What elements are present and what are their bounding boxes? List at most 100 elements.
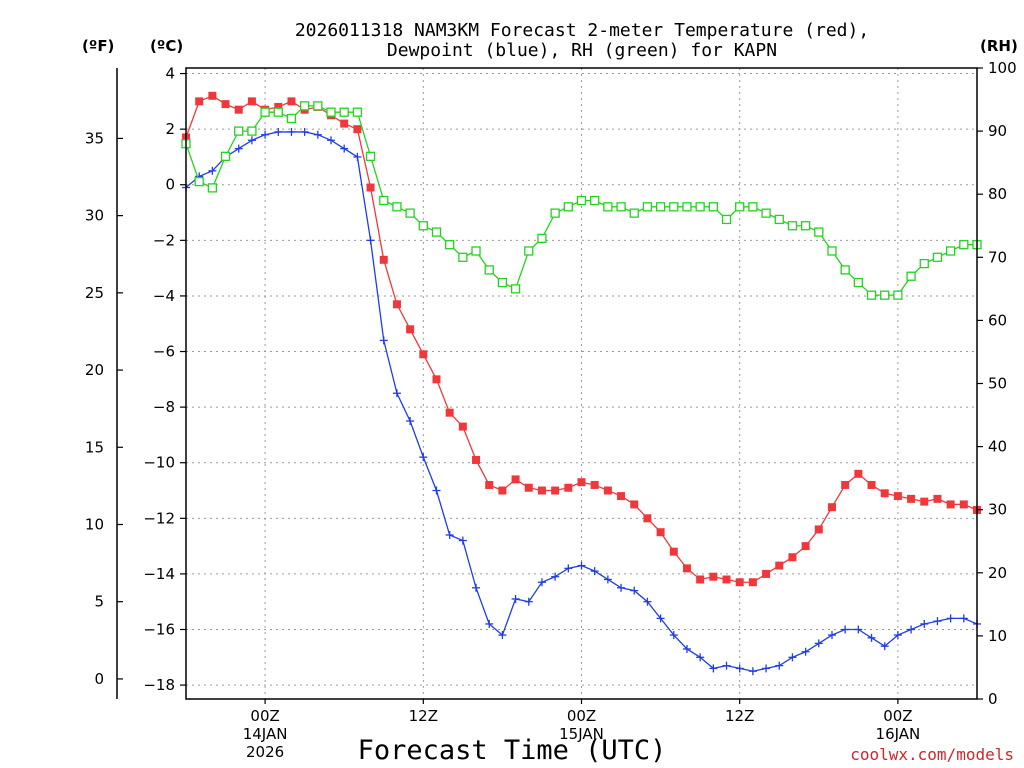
dewpoint-point xyxy=(933,617,942,626)
dewpoint-point xyxy=(511,594,520,603)
2-meter-temperature-point xyxy=(208,91,217,100)
rh-point xyxy=(748,202,758,212)
2-meter-temperature-point xyxy=(933,494,942,503)
rh-point xyxy=(458,252,468,262)
2-meter-temperature-point xyxy=(827,503,836,512)
dewpoint-point xyxy=(603,575,612,584)
2-meter-temperature-point xyxy=(696,575,705,584)
dewpoint-point xyxy=(353,152,362,161)
plot-frame xyxy=(185,67,978,700)
dewpoint-point xyxy=(287,127,296,136)
dewpoint-point xyxy=(841,625,850,634)
rh-point xyxy=(866,290,877,300)
rh-point xyxy=(431,227,442,237)
rh-tick-label: 0 xyxy=(988,690,998,708)
2-meter-temperature-point xyxy=(735,578,744,587)
rh-point xyxy=(247,126,257,136)
rh-tick-label: 40 xyxy=(988,438,1007,456)
2-meter-temperature-point xyxy=(406,325,415,334)
2-meter-temperature-point xyxy=(498,486,507,495)
celsius-tick-label: −4 xyxy=(153,287,175,305)
x-axis-title: Forecast Time (UTC) xyxy=(358,735,667,766)
rh-point xyxy=(682,202,692,212)
rh-point xyxy=(893,290,903,300)
2-meter-temperature-point xyxy=(392,300,401,309)
2-meter-temperature-point xyxy=(801,542,810,551)
rh-point xyxy=(563,202,573,212)
dewpoint-point xyxy=(867,633,876,642)
dewpoint-point xyxy=(551,572,560,581)
celsius-tick-label: −6 xyxy=(153,343,175,361)
rh-point xyxy=(800,221,811,231)
2-meter-temperature-point xyxy=(722,575,731,584)
rh-point xyxy=(642,202,653,212)
dewpoint-point xyxy=(366,236,375,245)
rh-point xyxy=(774,214,784,225)
x-tick-label: 12Z xyxy=(409,707,438,725)
2-meter-temperature-point xyxy=(472,455,481,464)
dewpoint-series xyxy=(182,127,981,676)
2-meter-temperature-point xyxy=(709,572,718,581)
2-meter-temperature-point xyxy=(880,489,889,498)
celsius-tick-label: −8 xyxy=(153,398,175,416)
2-meter-temperature-point xyxy=(867,480,876,489)
rh-point xyxy=(234,126,244,136)
rh-point xyxy=(365,151,376,161)
rh-point xyxy=(735,202,745,212)
2-meter-temperature-point xyxy=(432,375,441,384)
2-meter-temperature-point xyxy=(814,525,823,534)
2-meter-temperature-point xyxy=(946,500,955,509)
2-meter-temperature-point xyxy=(920,497,929,506)
dewpoint-point xyxy=(827,631,836,640)
dewpoint-point xyxy=(630,586,639,595)
rh-tick-label: 80 xyxy=(988,185,1007,203)
rh-point xyxy=(445,240,455,250)
dewpoint-point xyxy=(274,127,283,136)
rh-point xyxy=(761,208,771,218)
rh-point xyxy=(550,208,560,218)
2-meter-temperature-point xyxy=(247,97,256,106)
2-meter-temperature-point xyxy=(195,97,204,106)
dewpoint-point xyxy=(379,336,388,345)
x-tick-label: 2026 xyxy=(246,743,284,761)
rh-point xyxy=(669,202,679,212)
dewpoint-point xyxy=(261,130,270,139)
rh-point xyxy=(379,195,389,206)
rh-point xyxy=(616,202,626,212)
2-meter-temperature-point xyxy=(682,564,691,573)
dewpoint-point xyxy=(432,486,441,495)
x-tick-label: 00Z xyxy=(883,707,912,725)
2-meter-temperature-point xyxy=(643,514,652,523)
dewpoint-point xyxy=(590,567,599,576)
dewpoint-point xyxy=(327,136,336,145)
2-meter-temperature-point xyxy=(907,494,916,503)
dewpoint-point xyxy=(959,614,968,623)
x-tick-label: 00Z xyxy=(250,707,279,725)
rh-point xyxy=(932,252,943,262)
2-meter-temperature-point xyxy=(656,528,665,537)
2-meter-temperature-point xyxy=(841,480,850,489)
2-meter-temperature-point xyxy=(630,500,639,509)
rh-point xyxy=(352,107,363,117)
fahrenheit-tick-label: 0 xyxy=(94,670,104,688)
rh-axis-label: (RH) xyxy=(980,37,1018,55)
rh-point xyxy=(286,113,297,124)
2-meter-temperature-point xyxy=(340,119,349,128)
2-meter-temperature-point xyxy=(603,486,612,495)
rh-point xyxy=(537,233,547,244)
rh-point xyxy=(814,227,824,237)
2-meter-temperature-point xyxy=(748,578,757,587)
dewpoint-point xyxy=(696,653,705,662)
rh-tick-label: 50 xyxy=(988,375,1007,393)
2-meter-temperature-point xyxy=(524,483,533,492)
2-meter-temperature-point xyxy=(854,469,863,478)
fahrenheit-tick-label: 15 xyxy=(85,438,104,456)
rh-point xyxy=(524,246,534,256)
rh-point xyxy=(603,202,613,212)
dewpoint-point xyxy=(313,130,322,139)
dewpoint-point xyxy=(392,389,401,398)
dewpoint-point xyxy=(537,578,546,587)
rh-point xyxy=(721,214,732,225)
fahrenheit-tick-label: 35 xyxy=(85,129,104,147)
rh-point xyxy=(655,202,666,212)
